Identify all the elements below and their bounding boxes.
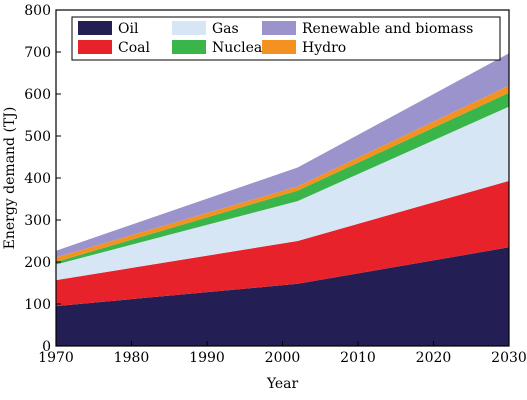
legend-label-hydro: Hydro bbox=[302, 40, 346, 56]
legend-swatch-nuclear bbox=[172, 40, 206, 54]
y-axis-label: Energy demand (TJ) bbox=[2, 107, 18, 250]
legend-swatch-coal bbox=[78, 40, 112, 54]
y-axis-ticks: 0 100 200 300 400 500 600 700 800 bbox=[24, 3, 61, 355]
legend-label-coal: Coal bbox=[118, 40, 150, 56]
x-tick-label: 2010 bbox=[340, 350, 376, 366]
area-oil bbox=[56, 247, 509, 346]
legend: Oil Gas Renewable and biomass Coal Nuclear Hy… bbox=[71, 16, 501, 61]
x-tick-label: 2000 bbox=[265, 350, 301, 366]
y-tick-label: 0 bbox=[42, 339, 51, 355]
y-tick-label: 600 bbox=[24, 87, 51, 103]
area-renewable-and-biomass bbox=[56, 53, 509, 258]
x-tick-label: 1970 bbox=[38, 350, 74, 366]
legend-swatch-oil bbox=[78, 21, 112, 35]
stacked-areas bbox=[56, 53, 509, 346]
legend-swatch-renewable-and-biomass bbox=[262, 21, 296, 35]
y-tick-label: 700 bbox=[24, 45, 51, 61]
area-gas bbox=[56, 106, 509, 281]
x-tick-label: 1980 bbox=[114, 350, 150, 366]
x-tick-label: 2020 bbox=[416, 350, 452, 366]
legend-label-nuclear: Nuclear bbox=[212, 40, 269, 56]
y-tick-label: 300 bbox=[24, 213, 51, 229]
x-tick-label: 1990 bbox=[189, 350, 225, 366]
legend-swatch-gas bbox=[172, 21, 206, 35]
y-tick-label: 800 bbox=[24, 3, 51, 19]
y-tick-label: 100 bbox=[24, 297, 51, 313]
legend-label-oil: Oil bbox=[118, 21, 139, 37]
y-tick-label: 200 bbox=[24, 255, 51, 271]
legend-label-renewable-and-biomass: Renewable and biomass bbox=[302, 21, 473, 37]
x-axis-label: Year bbox=[266, 376, 299, 392]
legend-swatch-hydro bbox=[262, 40, 296, 54]
x-tick-label: 2030 bbox=[491, 350, 527, 366]
y-tick-label: 500 bbox=[24, 129, 51, 145]
x-axis-ticks: 1970 1980 1990 2000 2010 2020 2030 bbox=[38, 341, 527, 366]
y-tick-label: 400 bbox=[24, 171, 51, 187]
area-coal bbox=[56, 180, 509, 307]
legend-label-gas: Gas bbox=[212, 21, 239, 37]
area-hydro bbox=[56, 85, 509, 262]
